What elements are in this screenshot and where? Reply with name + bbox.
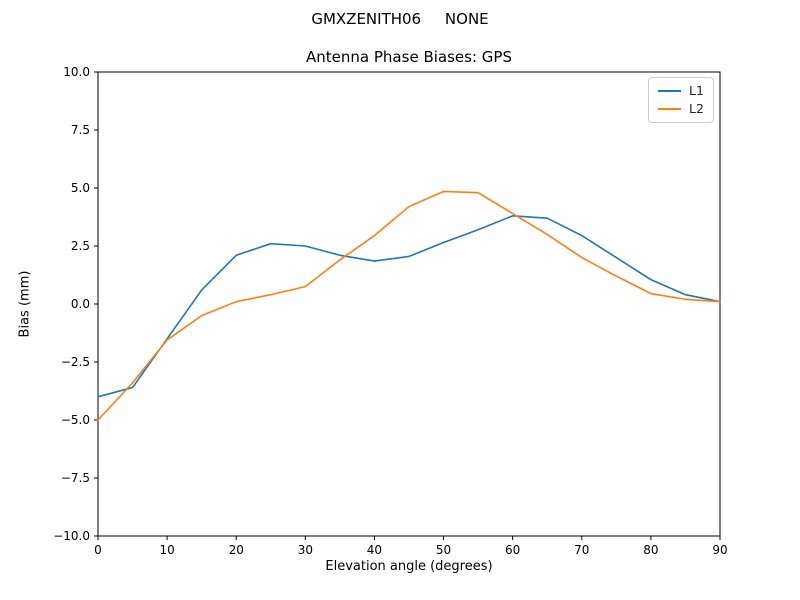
x-tick-label: 40: [367, 543, 382, 557]
y-tick-label: −2.5: [61, 355, 90, 369]
legend-label-l1: L1: [689, 83, 704, 98]
legend-label-l2: L2: [689, 100, 704, 116]
y-tick-label: 5.0: [71, 181, 90, 195]
y-tick-label: −5.0: [61, 413, 90, 427]
legend-item-l2: L2: [658, 100, 713, 116]
line-l1: [97, 215, 721, 398]
x-axis-label: Elevation angle (degrees): [325, 559, 493, 574]
figure-title: GMXZENITH06 NONE: [311, 10, 489, 28]
x-tick-label: 70: [574, 543, 589, 557]
axes-title: Antenna Phase Biases: GPS: [306, 48, 512, 66]
y-tick-label: −7.5: [61, 471, 90, 485]
l2-line-swatch: [658, 107, 681, 110]
y-tick-label: 10.0: [63, 65, 90, 79]
x-tick-label: 90: [712, 543, 727, 557]
line-l2: [97, 190, 721, 421]
y-tick-label: 0.0: [71, 297, 90, 311]
l1-line-swatch: [658, 90, 681, 93]
y-tick-label: −10.0: [53, 529, 90, 543]
x-tick-label: 20: [229, 543, 244, 557]
legend: L1 L2: [648, 77, 714, 123]
x-tick-label: 0: [94, 543, 102, 557]
x-tick-label: 50: [436, 543, 451, 557]
x-tick-label: 60: [505, 543, 520, 557]
y-tick-label: 7.5: [71, 123, 90, 137]
x-tick-label: 80: [643, 543, 658, 557]
legend-item-l1: L1: [658, 83, 713, 98]
y-tick-label: 2.5: [71, 239, 90, 253]
x-tick-label: 10: [159, 543, 174, 557]
y-axis-label: Bias (mm): [17, 270, 33, 338]
x-tick-label: 30: [298, 543, 313, 557]
